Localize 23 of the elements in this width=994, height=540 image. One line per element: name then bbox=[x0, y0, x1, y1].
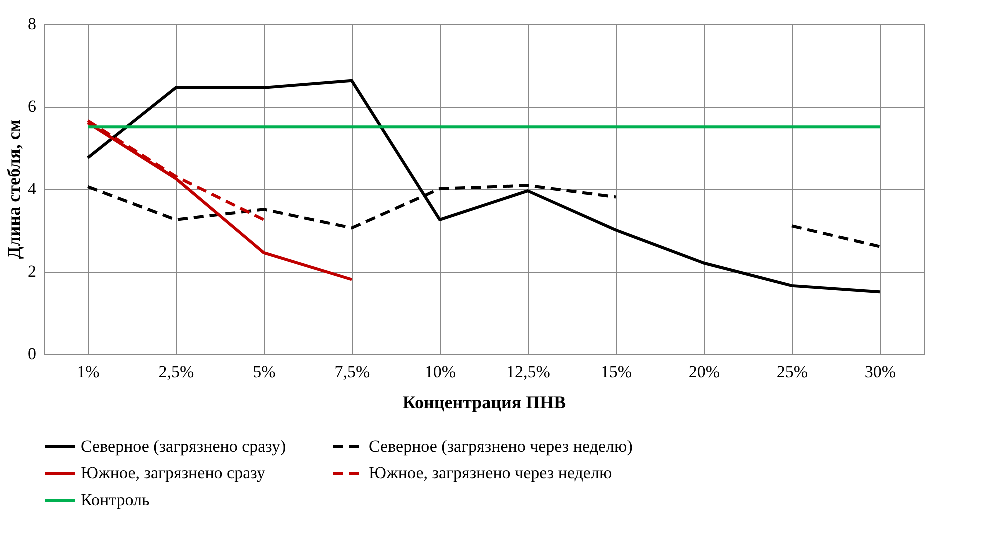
x-tick-label: 15% bbox=[600, 362, 632, 382]
y-tick-label: 2 bbox=[28, 262, 36, 281]
x-tick-label: 30% bbox=[864, 362, 896, 382]
y-tick-label: 6 bbox=[28, 97, 36, 116]
y-tick-label: 8 bbox=[28, 14, 36, 34]
line-series bbox=[86, 79, 882, 294]
legend-label: Северное (загрязнено через неделю) bbox=[369, 436, 633, 456]
legend-label: Южное, загрязнено через неделю bbox=[369, 464, 612, 482]
x-tick-label: 7,5% bbox=[334, 362, 370, 382]
y-tick-label: 4 bbox=[28, 180, 37, 198]
x-tick-label: 25% bbox=[776, 362, 808, 382]
x-tick-label: 5% bbox=[253, 362, 276, 382]
y-tick-label: 0 bbox=[28, 344, 36, 364]
y-axis-title: Длина стебля, см bbox=[4, 120, 24, 260]
x-tick-label: 12,5% bbox=[506, 362, 550, 382]
legend-label: Северное (загрязнено сразу) bbox=[81, 436, 286, 456]
x-tick-label: 10% bbox=[424, 362, 456, 382]
x-tick-label: 1% bbox=[77, 362, 100, 382]
x-axis-title: Концентрация ПНВ bbox=[402, 392, 566, 412]
legend-label: Южное, загрязнено сразу bbox=[81, 464, 266, 482]
legend-label: Контроль bbox=[81, 490, 150, 510]
x-tick-label: 20% bbox=[688, 362, 720, 382]
x-tick-label: 2,5% bbox=[158, 362, 194, 382]
